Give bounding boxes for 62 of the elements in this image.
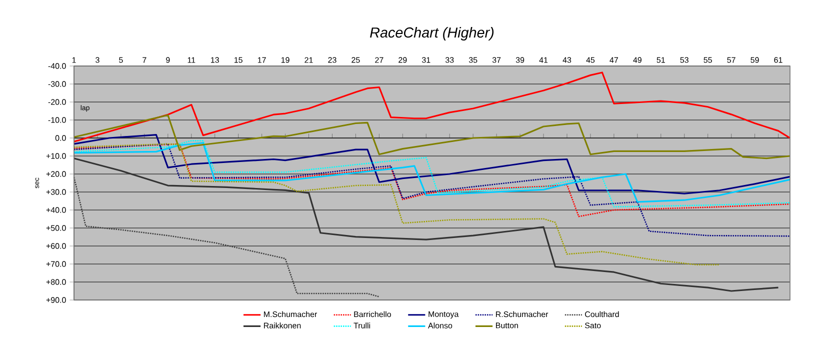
x-tick-label: 23 <box>328 57 336 63</box>
x-tick-label: 13 <box>211 57 219 63</box>
x-tick-label: 3 <box>96 57 100 63</box>
y-tick-label: -30.0 <box>48 81 66 87</box>
line-series <box>73 72 791 142</box>
legend-label: Button <box>496 322 518 328</box>
y-tick-label: +50.0 <box>46 225 66 231</box>
x-tick-label: 49 <box>633 57 642 63</box>
y-tick-label: +40.0 <box>46 207 66 213</box>
line-series <box>73 143 720 266</box>
x-tick-label: 29 <box>398 57 407 63</box>
line-series <box>73 114 791 160</box>
y-tick-label: +30.0 <box>46 189 66 195</box>
x-tick-label: 45 <box>586 57 595 63</box>
legend-label: Raikkonen <box>264 322 301 328</box>
x-tick-label: 53 <box>680 57 688 63</box>
legend-label: Montoya <box>428 311 459 319</box>
x-tick-label: 37 <box>492 57 501 63</box>
x-tick-label: 61 <box>774 57 782 63</box>
legend-label: Sato <box>584 322 601 328</box>
y-tick-label: +70.0 <box>46 261 66 267</box>
legend-label: Trulli <box>354 322 370 328</box>
x-tick-label: 21 <box>304 57 313 63</box>
x-tick-label: 55 <box>704 57 712 63</box>
legend-label: Alonso <box>428 322 452 328</box>
x-tick-label: 33 <box>445 57 454 63</box>
chart-title: RaceChart (Higher) <box>370 27 494 40</box>
y-tick-label: +60.0 <box>46 243 66 249</box>
y-tick-label: 0.0 <box>55 135 66 141</box>
line-series <box>73 143 791 218</box>
legend-label: Coulthard <box>585 311 619 318</box>
y-tick-label: -40.0 <box>48 63 66 69</box>
x-tick-label: 27 <box>375 57 384 63</box>
y-tick-label: +20.0 <box>46 171 66 177</box>
x-tick-label: 43 <box>562 57 572 63</box>
x-tick-label: 31 <box>422 57 430 63</box>
y-tick-label: +10.0 <box>46 153 66 159</box>
x-tick-label: 51 <box>656 57 665 63</box>
y-tick-label: +80.0 <box>46 279 66 285</box>
legend-label: Barrichello <box>354 311 391 318</box>
x-tick-label: 35 <box>468 57 478 63</box>
x-tick-label: 15 <box>234 57 242 63</box>
x-tick-label: 41 <box>539 57 548 63</box>
x-tick-label: 57 <box>727 57 736 63</box>
x-tick-label: 7 <box>142 57 146 63</box>
line-series <box>73 158 780 292</box>
y-tick-label: +90.0 <box>46 297 66 303</box>
x-tick-label: 39 <box>516 57 524 63</box>
x-tick-label: 59 <box>750 57 759 63</box>
x-tick-label: 25 <box>352 57 360 63</box>
x-tick-label: 11 <box>188 57 196 63</box>
legend-label: M.Schumacher <box>264 311 318 318</box>
line-series <box>73 176 380 298</box>
y-tick-label: -20.0 <box>48 99 66 105</box>
x-tick-label: 17 <box>258 57 266 63</box>
x-tick-label: 5 <box>119 57 123 63</box>
y-tick-label: -10.0 <box>48 117 66 123</box>
x-tick-label: 1 <box>72 57 76 63</box>
legend-label: R.Schumacher <box>496 311 548 318</box>
x-tick-label: 19 <box>281 57 290 63</box>
x-tick-label: 47 <box>610 57 618 63</box>
x-tick-label: 9 <box>166 57 170 63</box>
